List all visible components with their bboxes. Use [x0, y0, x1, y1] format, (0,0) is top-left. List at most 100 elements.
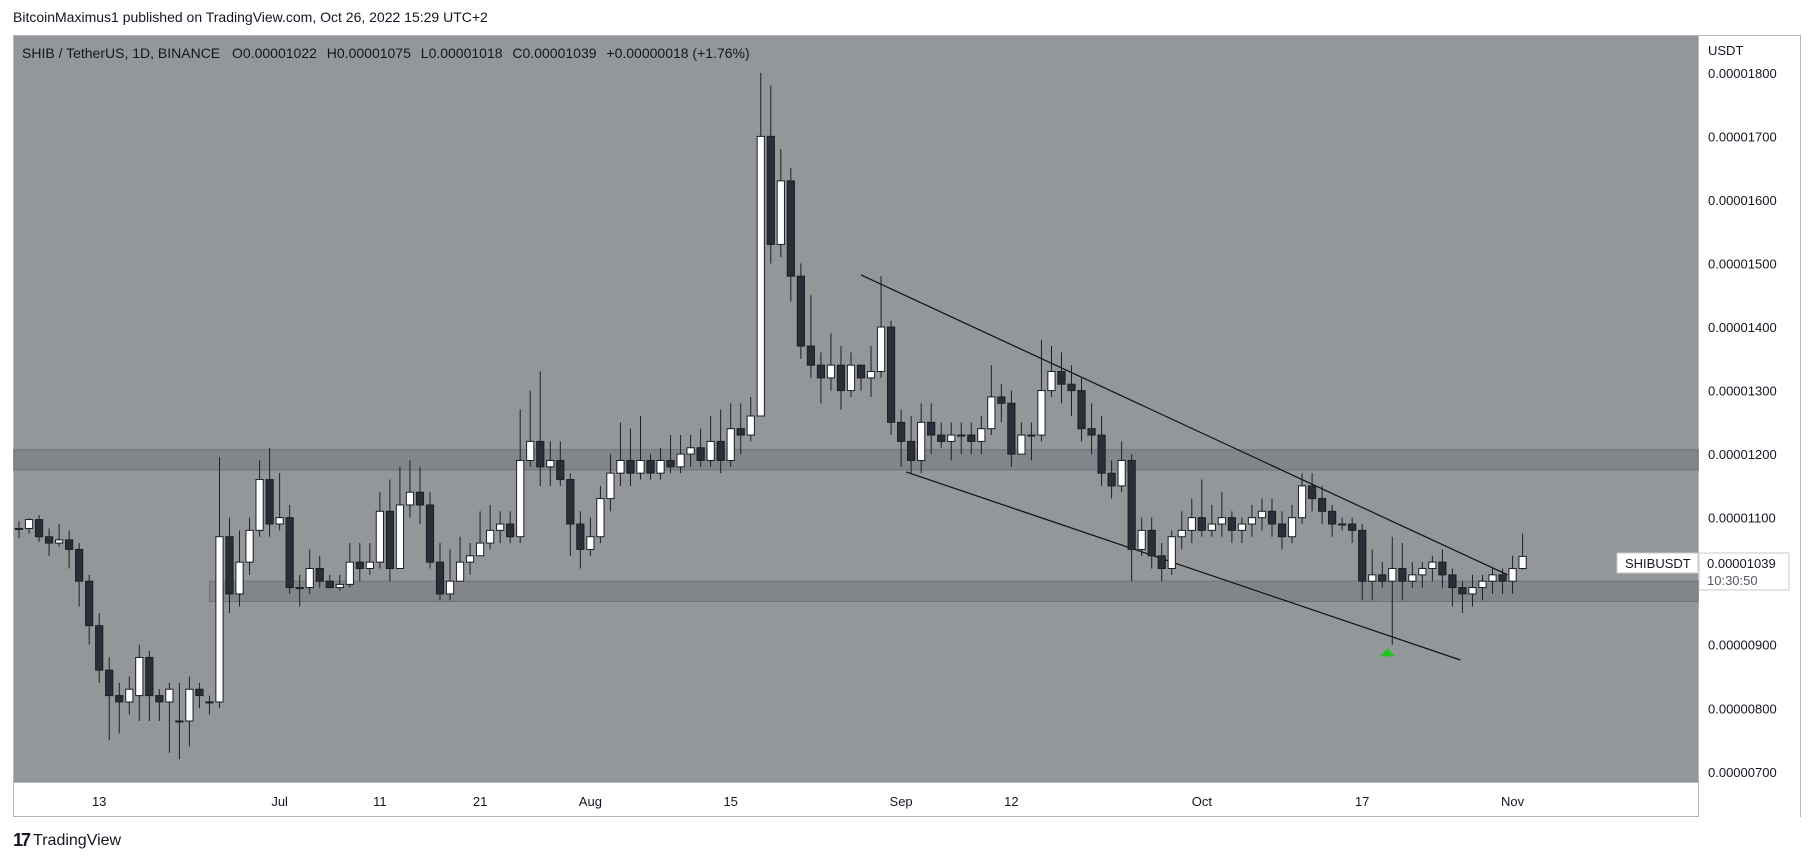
price-tick-label: 0.00000900: [1708, 638, 1777, 653]
candle-body: [1107, 472, 1116, 487]
candle-114: [1157, 543, 1166, 582]
candle-body: [716, 440, 725, 461]
candle-body: [866, 371, 876, 379]
candle-37: [385, 479, 395, 582]
candle-94: [957, 422, 966, 455]
candle-90: [917, 403, 926, 474]
candle-body: [1388, 567, 1397, 582]
price-tick-label: 0.00001100: [1708, 511, 1776, 526]
last-price-label: 0.00001039: [1707, 556, 1776, 571]
candle-32: [335, 574, 344, 591]
candle-55: [566, 473, 575, 556]
time-tick-label: 11: [373, 794, 387, 809]
candle-129: [1307, 473, 1317, 512]
candle-body: [195, 688, 204, 697]
candle-body: [816, 364, 826, 379]
candle-body: [1007, 402, 1016, 455]
candle-49: [506, 511, 515, 544]
candle-body: [275, 517, 284, 525]
candle-100: [1017, 422, 1026, 455]
candle-body: [516, 459, 525, 538]
candle-28: [295, 574, 304, 607]
tradingview-logo-icon: 17: [13, 830, 31, 850]
candle-59: [606, 454, 615, 512]
candle-86: [876, 276, 886, 378]
candle-body: [876, 326, 886, 373]
candle-135: [1368, 549, 1377, 601]
candle-body: [34, 519, 44, 538]
candle-body: [696, 447, 705, 461]
candle-body: [1087, 428, 1096, 436]
candle-5: [65, 530, 74, 569]
candle-body: [886, 326, 896, 423]
candle-108: [1097, 415, 1106, 486]
candle-30: [315, 555, 324, 588]
candle-60: [616, 422, 625, 486]
candle-body: [486, 529, 495, 544]
candle-119: [1207, 504, 1216, 537]
time-tick-label: 21: [473, 794, 487, 809]
time-tick-label: Sep: [890, 794, 913, 809]
candle-body: [85, 580, 94, 627]
candle-56: [576, 511, 585, 569]
candle-body: [987, 396, 996, 430]
candle-111: [1127, 454, 1136, 582]
trendline-0: [860, 274, 1508, 576]
price-tick-label: 0.00000800: [1708, 701, 1777, 716]
candle-body: [475, 542, 485, 557]
candle-57: [586, 517, 595, 556]
trendline-1: [905, 471, 1461, 661]
candle-body: [1408, 574, 1417, 582]
candle-138: [1398, 543, 1407, 601]
candle-body: [1428, 561, 1437, 569]
candle-body: [846, 364, 856, 392]
candle-body: [907, 440, 916, 461]
candle-52: [536, 371, 545, 486]
candle-115: [1167, 530, 1176, 575]
candle-body: [1117, 459, 1126, 487]
horizontal-zone-0: [13, 449, 1699, 471]
candle-body: [285, 517, 294, 589]
candle-body: [1418, 567, 1427, 576]
candle-136: [1378, 562, 1387, 588]
candle-44: [455, 536, 465, 582]
candle-body: [656, 459, 665, 474]
candle-body: [1237, 523, 1247, 531]
candle-66: [676, 435, 685, 474]
candle-64: [656, 447, 665, 480]
candle-body: [736, 428, 745, 436]
candle-body: [836, 364, 846, 392]
candle-body: [24, 519, 34, 529]
candle-body: [1217, 517, 1226, 525]
candle-67: [686, 435, 695, 467]
candle-body: [967, 434, 976, 442]
candle-124: [1257, 498, 1267, 531]
candle-body: [606, 472, 615, 500]
legend-close-value: 0.00001039: [523, 45, 597, 61]
candle-110: [1117, 441, 1126, 493]
candle-107: [1087, 403, 1096, 455]
candle-78: [796, 263, 805, 359]
chart-frame: [13, 35, 1801, 817]
candle-17: [185, 676, 194, 747]
candle-70: [716, 409, 725, 474]
candle-body: [796, 275, 805, 347]
candle-132: [1338, 517, 1347, 531]
candle-41: [425, 492, 435, 569]
candle-body: [125, 688, 134, 703]
candle-72: [736, 403, 745, 455]
candle-body: [1398, 567, 1407, 582]
candle-113: [1147, 517, 1156, 569]
candle-40: [415, 466, 425, 525]
candle-149: [1508, 555, 1517, 594]
footer: 17 TradingView: [13, 830, 121, 851]
legend-high-label: H: [327, 45, 337, 61]
candle-body: [646, 459, 655, 474]
legend-close-label: C: [512, 45, 522, 61]
candle-18: [195, 682, 204, 709]
candle-101: [1027, 422, 1036, 461]
candle-137: [1388, 536, 1397, 645]
candle-50: [516, 409, 525, 544]
candle-109: [1107, 460, 1116, 499]
